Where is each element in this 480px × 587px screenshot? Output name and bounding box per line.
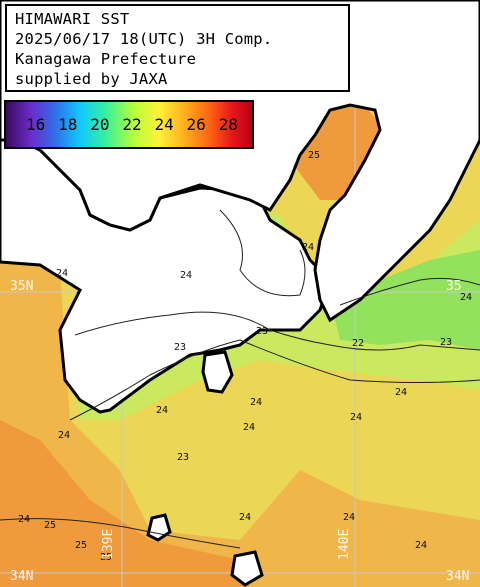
contour-label-group: 25 24 23 23 22 24 24 24 24 24 25 25 24 2…	[18, 150, 472, 563]
color-scale-legend: 16 18 20 22 24 26 28	[4, 100, 254, 149]
contour-label: 24	[18, 514, 30, 525]
contour-label: 24	[239, 512, 251, 523]
lat-label-35n-right: 35	[446, 279, 462, 294]
contour-label: 23	[256, 326, 268, 337]
lon-label-139e: 139E	[101, 529, 116, 560]
warm-water-southwest	[0, 420, 250, 587]
contour-label: 24	[243, 422, 255, 433]
title-product: HIMAWARI SST	[15, 10, 130, 28]
contour-label: 25	[44, 520, 56, 531]
contour-label: 24	[56, 268, 68, 279]
contour-24b	[219, 209, 306, 297]
contour-23	[74, 311, 480, 351]
title-box: HIMAWARI SST 2025/06/17 18(UTC) 3H Comp.…	[5, 4, 350, 92]
color-scale-label: 22	[122, 115, 142, 134]
contour-label: 24	[180, 270, 192, 281]
lat-label-34n: 34N	[10, 569, 33, 584]
land-island-3	[230, 550, 264, 587]
contour-24	[69, 339, 480, 421]
contour-label: 22	[352, 338, 364, 349]
color-scale-label: 16	[26, 115, 46, 134]
contour-label: 24	[250, 397, 262, 408]
graticule-labels: 35N 35 34N 34N 139E 140E	[10, 279, 469, 584]
contour-label: 25	[75, 540, 87, 551]
contour-25	[0, 518, 241, 549]
title-source: supplied by JAXA	[15, 70, 168, 88]
color-scale-label: 28	[218, 115, 238, 134]
contour-label: 23	[177, 452, 189, 463]
contour-label: 23	[174, 342, 186, 353]
title-datetime: 2025/06/17 18(UTC) 3H Comp.	[15, 30, 273, 48]
contour-label: 24	[395, 387, 407, 398]
lat-label-35n: 35N	[10, 279, 33, 294]
cool-water-22	[330, 250, 480, 350]
contour-label: 24	[350, 412, 362, 423]
color-scale-labels: 16 18 20 22 24 26 28	[6, 115, 252, 134]
lat-label-34n-right: 34N	[446, 569, 469, 584]
contour-label: 24	[343, 512, 355, 523]
color-scale-label: 18	[58, 115, 78, 134]
contour-label: 23	[440, 337, 452, 348]
contours	[0, 209, 480, 549]
contour-22	[339, 277, 480, 306]
color-scale-label: 24	[154, 115, 174, 134]
contour-label: 25	[308, 150, 320, 161]
lon-label-140e: 140E	[337, 529, 352, 560]
contour-label: 24	[302, 242, 314, 253]
contour-label: 24	[156, 405, 168, 416]
warm-water-west	[0, 260, 480, 587]
color-scale-label: 20	[90, 115, 110, 134]
title-region: Kanagawa Prefecture	[15, 50, 197, 68]
contour-label: 24	[58, 430, 70, 441]
land-island-1	[201, 350, 234, 394]
contour-label: 24	[460, 292, 472, 303]
color-scale-label: 26	[186, 115, 206, 134]
contour-label: 25	[100, 552, 112, 563]
contour-label: 24	[415, 540, 427, 551]
